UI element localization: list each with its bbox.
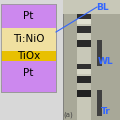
Bar	[1, 4, 56, 92]
Text: BL: BL	[96, 3, 108, 12]
Bar	[77, 76, 91, 83]
Bar	[77, 90, 91, 97]
Bar	[63, 0, 120, 120]
Bar	[77, 19, 91, 24]
Bar	[77, 26, 91, 33]
Text: TiOx: TiOx	[17, 51, 40, 61]
Bar	[97, 90, 102, 116]
Bar	[77, 69, 91, 74]
Text: WL: WL	[98, 57, 114, 66]
Bar	[1, 51, 56, 61]
Bar	[77, 14, 91, 19]
Text: Pt: Pt	[23, 68, 34, 78]
Bar	[1, 28, 56, 51]
Text: Ti:NiO: Ti:NiO	[13, 34, 44, 44]
Text: (a): (a)	[63, 112, 73, 118]
Bar	[77, 14, 91, 120]
Bar	[97, 40, 102, 66]
Bar	[1, 61, 56, 85]
Bar	[77, 33, 91, 40]
Bar	[77, 83, 91, 90]
Bar	[1, 4, 56, 28]
Bar	[63, 0, 120, 14]
Bar	[77, 40, 91, 47]
Text: Pt: Pt	[23, 11, 34, 21]
Bar	[77, 64, 91, 69]
Text: Tr: Tr	[101, 108, 111, 117]
Bar	[1, 4, 56, 92]
